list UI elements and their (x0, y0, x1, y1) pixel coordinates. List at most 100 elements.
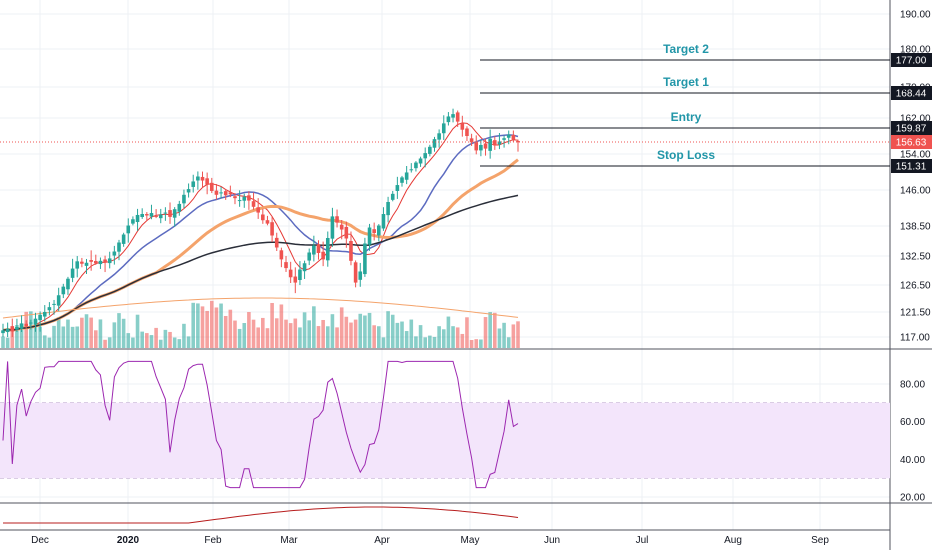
candle-body (228, 192, 233, 195)
volume-bar (196, 303, 200, 348)
rsi-tick-label: 60.00 (900, 417, 925, 428)
volume-bar (38, 326, 42, 348)
candle-body (395, 185, 400, 191)
ma-mid-line (2, 134, 519, 332)
volume-bar (390, 314, 395, 348)
candle-body (279, 250, 284, 260)
candle-body (372, 229, 376, 233)
candle-body (386, 202, 390, 216)
candle-body (247, 195, 251, 201)
candle-body (339, 224, 344, 230)
last-price-tag (891, 135, 932, 149)
volume-bar (288, 323, 293, 348)
volume-bar (423, 337, 428, 348)
volume-bar (219, 303, 223, 348)
volume-bar (307, 320, 312, 348)
candle-body (52, 303, 56, 305)
volume-bar (409, 319, 414, 348)
candle-body (497, 141, 502, 145)
candle-body (358, 271, 363, 280)
candle-body (29, 322, 33, 324)
volume-bar (479, 339, 483, 348)
volume-bar (325, 326, 330, 348)
candle-body (186, 189, 191, 193)
candle-body (121, 234, 126, 244)
volume-bar (312, 306, 316, 348)
volume-bar (5, 337, 10, 348)
candle-body (418, 158, 423, 164)
volume-bar (321, 319, 325, 348)
rsi-path (2, 360, 519, 489)
candle-body (270, 222, 274, 236)
candle-body (409, 169, 414, 171)
candle-body (140, 214, 144, 218)
volume-bar (56, 317, 61, 348)
ma-long-line (2, 158, 519, 332)
lower-indicator-path (3, 506, 519, 524)
time-tick-label: Jun (544, 535, 560, 546)
volume-bar (335, 327, 339, 348)
candle-body (200, 176, 205, 181)
time-tick-label: Apr (374, 535, 390, 546)
volume-bar (400, 321, 404, 348)
candle-body (316, 244, 321, 253)
volume-bar (488, 312, 492, 348)
candle-body (112, 251, 117, 256)
volume-bar (511, 324, 516, 348)
candle-body (233, 196, 237, 199)
axes: 190.00 180.00 170.00 162.00 154.00 146.00 138.… (31, 10, 931, 547)
volume-bar (135, 314, 140, 348)
candle-body (107, 258, 112, 264)
volume-bar (256, 327, 260, 348)
candle-body (493, 140, 497, 146)
volume-bar (66, 319, 70, 348)
volume-bar (214, 307, 219, 348)
candle-body (451, 114, 455, 118)
volume-bar (251, 319, 256, 348)
volume-bar (89, 317, 93, 348)
candle-body (460, 123, 465, 130)
candle-body (293, 276, 298, 283)
level-price-tag-text: 168.44 (896, 89, 927, 100)
candle-body (446, 116, 451, 123)
volume-bar (191, 302, 196, 348)
volume-bar (353, 319, 358, 348)
time-tick-label: Feb (204, 535, 222, 546)
candle-body (205, 178, 209, 185)
level-label: Target 2 (663, 42, 709, 56)
candle-body (479, 145, 483, 151)
volume-bar (274, 318, 279, 348)
candle-body (367, 227, 372, 245)
volume-bar (93, 330, 98, 348)
volume-bar (270, 302, 274, 348)
candle-body (70, 268, 75, 278)
candle-body (219, 192, 223, 194)
volume-bar (10, 331, 15, 348)
volume-bar (131, 337, 135, 348)
volume-bar (446, 316, 451, 348)
time-tick-label: May (461, 535, 480, 546)
last-price-tag-text: 156.63 (896, 138, 927, 149)
candle-body (38, 314, 42, 321)
candle-body (302, 263, 307, 272)
level-price-tag-text: 159.87 (896, 124, 927, 135)
volume-bar (112, 322, 117, 348)
candle-body (84, 262, 89, 266)
volume-bar (186, 336, 191, 348)
volume-bar (377, 326, 381, 348)
candle-body (93, 260, 98, 264)
volume-bar (428, 335, 432, 348)
candle-body (75, 261, 80, 269)
candle-body (5, 328, 10, 333)
price-tick-label: 146.00 (900, 186, 931, 197)
ma-short-line (2, 122, 519, 331)
volume-bar (432, 336, 437, 348)
volume-bar (70, 326, 75, 348)
volume-bar (344, 316, 349, 348)
price-tick-label: 132.50 (900, 252, 931, 263)
candle-body (103, 259, 107, 263)
volume-bar (339, 307, 344, 348)
candle-body (214, 190, 219, 195)
volume-bar (418, 325, 423, 348)
volume-bar (469, 339, 474, 348)
